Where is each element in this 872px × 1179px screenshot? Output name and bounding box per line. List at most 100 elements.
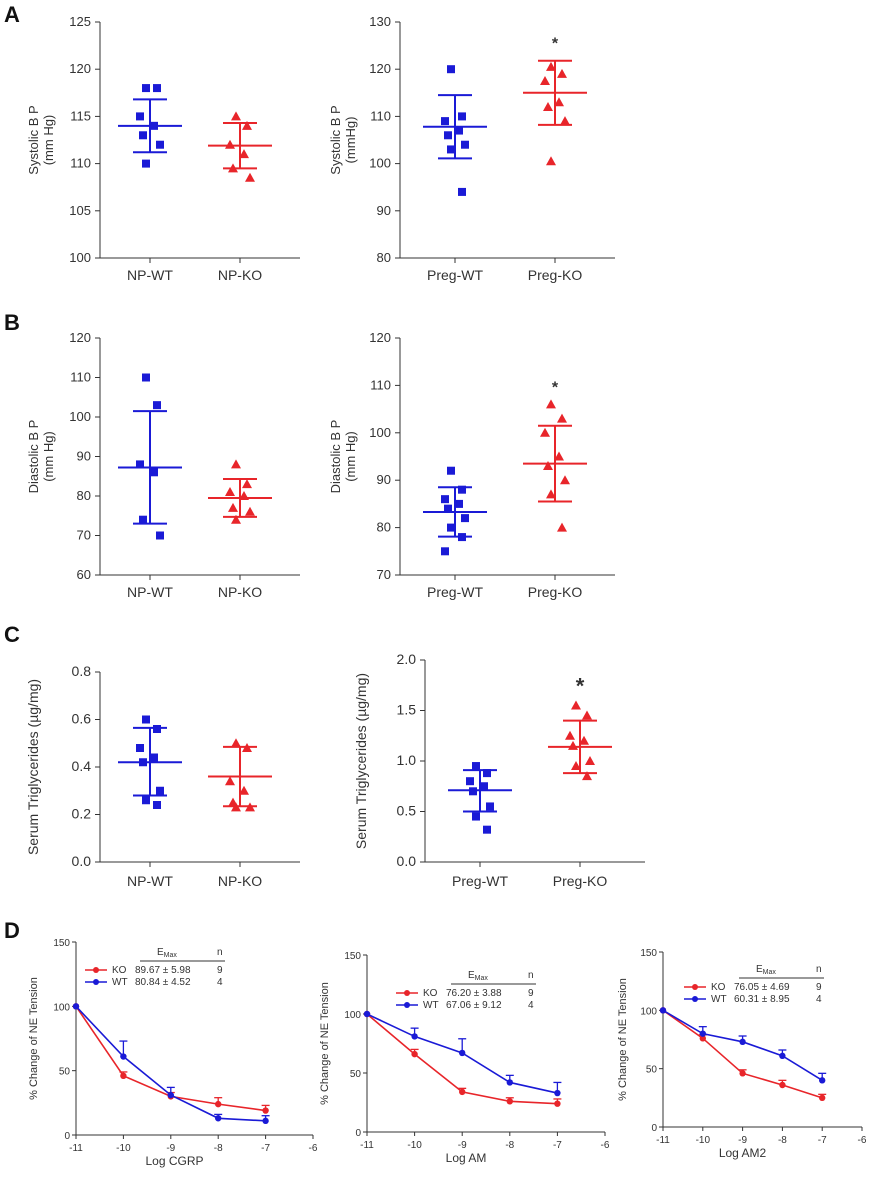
data-point (120, 1053, 127, 1060)
y-tick-label: 100 (640, 1006, 657, 1017)
x-category-label: NP-KO (218, 584, 262, 600)
legend-header-emax-sub: Max (763, 969, 777, 976)
y-tick-label: 110 (370, 377, 391, 392)
x-tick-label: -11 (360, 1140, 374, 1151)
y-tick-label: 1.5 (397, 702, 417, 718)
y-tick-label: 50 (350, 1069, 362, 1080)
data-point (120, 1072, 127, 1080)
data-point (167, 1091, 174, 1099)
data-point (139, 515, 147, 524)
y-tick-label: 0.2 (72, 806, 92, 822)
data-point (739, 1070, 746, 1077)
data-point (458, 485, 466, 494)
data-point (459, 1088, 466, 1096)
y-tick-label: 0.6 (72, 711, 92, 727)
data-point (568, 740, 578, 750)
data-point (466, 777, 474, 786)
y-tick-label: 150 (344, 951, 361, 962)
x-category-label: Preg-KO (528, 584, 583, 600)
chart-a2: 80 90 100 110 120 130 Preg-WT Preg-KO Systolic B… (328, 14, 615, 283)
significance-star: * (552, 379, 559, 396)
legend-header-n: n (528, 970, 534, 981)
y-axis-label: Serum Triglycerides (µg/mg) (25, 679, 41, 855)
y-tick-label: 120 (69, 330, 91, 345)
data-point (215, 1100, 222, 1108)
legend-n-value: 4 (816, 994, 822, 1005)
legend-swatch-marker (93, 979, 99, 985)
data-point (225, 139, 235, 149)
x-category-label: NP-WT (127, 873, 173, 889)
data-point (546, 156, 556, 166)
y-axis-label: Systolic B P (328, 105, 343, 174)
legend-label-wt: WT (423, 1000, 439, 1011)
data-point (461, 514, 469, 523)
data-point (480, 782, 488, 791)
data-point (225, 776, 235, 786)
y-axis-label: Serum Triglycerides (µg/mg) (353, 673, 369, 849)
data-point (411, 1050, 418, 1058)
y-tick-label: 110 (70, 370, 91, 385)
series-line-wt (75, 1005, 266, 1122)
y-tick-label: 50 (59, 1067, 71, 1078)
data-point (153, 401, 161, 410)
y-tick-label: 70 (377, 567, 391, 582)
x-tick-label: -10 (696, 1135, 711, 1146)
x-tick-label: -9 (738, 1135, 747, 1146)
data-point (156, 531, 164, 540)
data-point (458, 187, 466, 196)
y-axis-label: (mmHg) (343, 117, 358, 164)
y-tick-label: 1.0 (397, 752, 417, 768)
legend-label-ko: KO (423, 988, 438, 999)
y-tick-label: 90 (77, 449, 91, 464)
legend: EMax n KO 89.67 ± 5.98 9 WT 80.84 ± 4.52 4 (85, 947, 225, 988)
data-point (142, 84, 150, 93)
data-point (585, 756, 595, 765)
data-point (441, 117, 449, 126)
data-point (557, 522, 567, 532)
y-tick-label: 0.8 (72, 663, 92, 679)
y-tick-label: 100 (69, 409, 91, 424)
x-tick-label: -7 (261, 1143, 270, 1154)
x-tick-label: -7 (553, 1140, 562, 1151)
data-point (461, 140, 469, 149)
chart-b1: 60 70 80 90 100 110 120 NP-WT NP-KO Diastolic B P… (26, 330, 300, 600)
data-point (215, 1115, 222, 1122)
y-tick-label: 100 (53, 1002, 70, 1013)
x-category-label: Preg-WT (452, 873, 508, 889)
chart-d3: 0 50 100 150 -11 -10 -9 -8 -7 -6 Log AM2 % Change o… (617, 948, 867, 1160)
y-axis-label: Diastolic B P (328, 420, 343, 494)
x-axis-label: Log CGRP (145, 1154, 203, 1168)
y-tick-label: 110 (370, 108, 391, 123)
x-tick-label: -6 (601, 1140, 610, 1151)
data-point (245, 172, 255, 182)
x-tick-label: -9 (166, 1143, 175, 1154)
data-point (819, 1077, 826, 1084)
y-tick-label: 0 (355, 1128, 361, 1139)
data-point (557, 413, 567, 423)
chart-b2: 70 80 90 100 110 120 Preg-WT Preg-KO Diastolic B… (328, 330, 615, 600)
legend-header-emax: EMax (157, 947, 177, 959)
data-point (441, 547, 449, 556)
data-point (571, 761, 581, 771)
data-point (150, 753, 158, 762)
y-tick-label: 100 (344, 1010, 361, 1021)
legend-n-value: 9 (528, 988, 534, 999)
y-tick-label: 150 (640, 948, 657, 959)
data-point (262, 1117, 269, 1125)
data-point (739, 1038, 746, 1046)
data-point (483, 825, 491, 834)
data-point (699, 1030, 706, 1037)
y-axis-label: (mm Hg) (41, 115, 56, 166)
y-tick-label: 105 (69, 203, 91, 218)
legend-header-emax-sub: Max (164, 952, 178, 959)
data-point (459, 1049, 466, 1057)
y-axis-label: Systolic B P (26, 105, 41, 174)
data-point (231, 459, 241, 469)
data-point (458, 112, 466, 121)
legend-label-ko: KO (112, 965, 127, 976)
data-point (571, 700, 581, 710)
data-point (543, 101, 553, 111)
data-point (455, 126, 463, 135)
data-point (819, 1094, 826, 1102)
